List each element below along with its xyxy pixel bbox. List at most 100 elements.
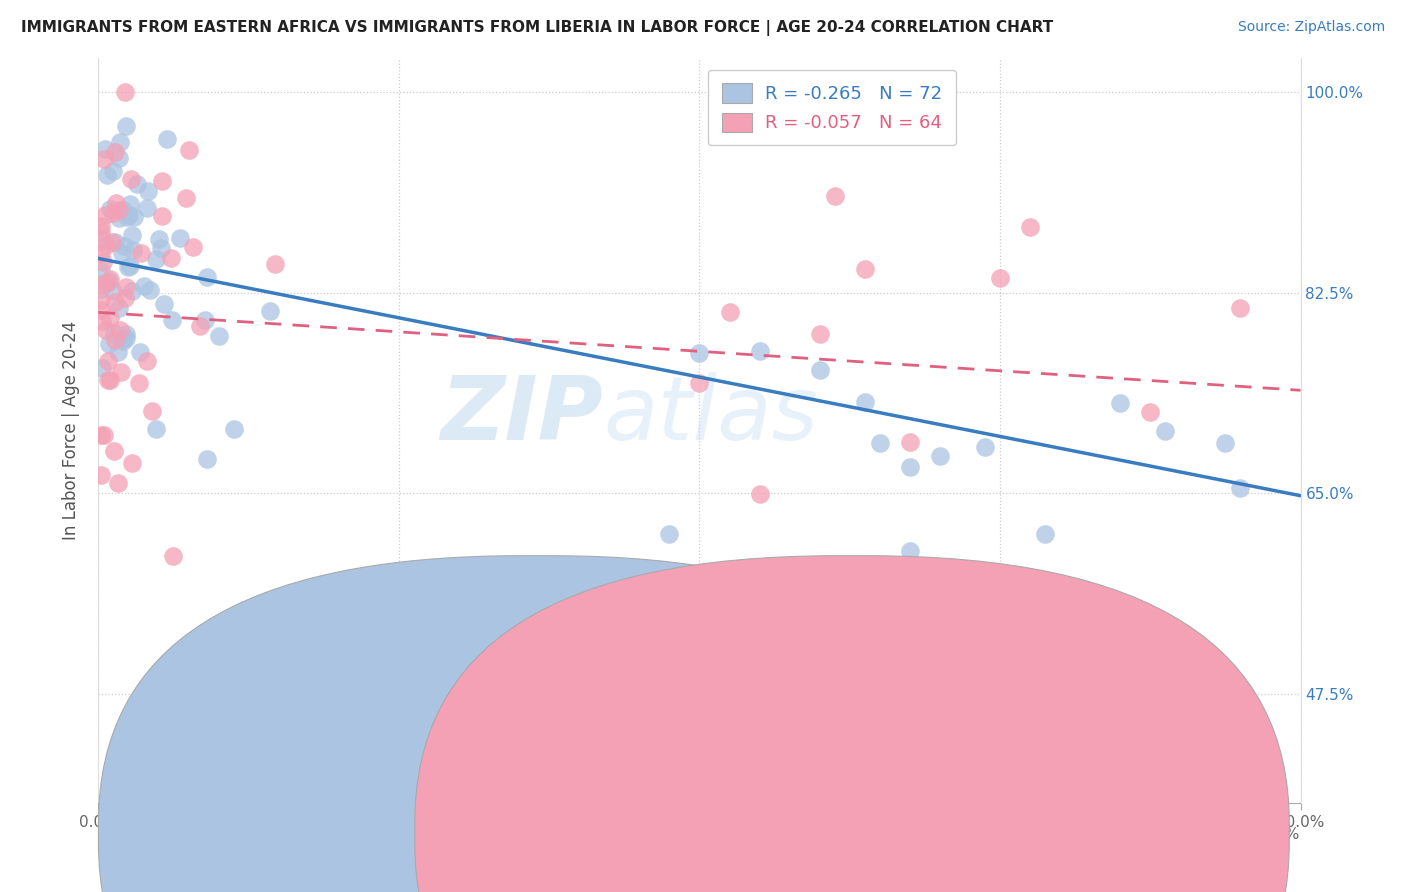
Point	[188, 319, 211, 334]
Point	[208, 328, 231, 343]
Point	[156, 132, 179, 146]
Point	[145, 252, 167, 267]
Point	[94, 142, 117, 156]
Point	[104, 295, 127, 310]
Point	[103, 444, 125, 458]
Point	[853, 395, 876, 409]
Point	[98, 202, 121, 216]
Point	[1109, 396, 1132, 410]
Point	[1019, 220, 1042, 235]
Point	[195, 452, 218, 467]
Point	[114, 86, 136, 100]
Point	[1139, 405, 1161, 419]
Point	[107, 345, 129, 359]
Point	[107, 203, 129, 218]
Point	[114, 291, 136, 305]
Point	[96, 168, 118, 182]
Point	[160, 313, 183, 327]
Point	[93, 208, 115, 222]
Point	[97, 354, 120, 368]
Point	[974, 440, 997, 454]
Point	[869, 618, 891, 632]
Point	[808, 687, 831, 701]
Text: 0.0%: 0.0%	[107, 827, 146, 841]
Text: 40.0%: 40.0%	[1251, 827, 1299, 841]
Point	[148, 232, 170, 246]
Point	[97, 372, 120, 386]
Point	[94, 323, 117, 337]
Point	[101, 164, 124, 178]
Point	[824, 189, 846, 203]
Point	[117, 260, 139, 274]
Point	[718, 612, 741, 626]
Point	[808, 362, 831, 376]
Point	[1033, 527, 1056, 541]
Point	[96, 276, 118, 290]
Point	[101, 206, 124, 220]
Point	[90, 361, 112, 376]
Point	[152, 174, 174, 188]
Point	[658, 526, 681, 541]
Point	[97, 274, 120, 288]
Point	[101, 284, 124, 298]
Point	[115, 327, 138, 342]
Point	[98, 310, 121, 325]
Point	[104, 196, 127, 211]
Point	[988, 270, 1011, 285]
Point	[108, 211, 131, 225]
Point	[101, 235, 124, 249]
Y-axis label: In Labor Force | Age 20-24: In Labor Force | Age 20-24	[62, 321, 80, 540]
Point	[91, 314, 114, 328]
Point	[128, 344, 150, 359]
Point	[108, 151, 131, 165]
Point	[141, 404, 163, 418]
Point	[929, 449, 952, 463]
Point	[90, 428, 112, 442]
Point	[181, 240, 204, 254]
Point	[160, 251, 183, 265]
Point	[90, 225, 112, 239]
Point	[1215, 435, 1237, 450]
Point	[138, 283, 160, 297]
Point	[98, 337, 121, 351]
Point	[91, 232, 114, 246]
Text: Source: ZipAtlas.com: Source: ZipAtlas.com	[1237, 20, 1385, 34]
Point	[162, 549, 184, 564]
Point	[120, 172, 142, 186]
Point	[121, 285, 143, 299]
Point	[195, 270, 218, 285]
Point	[112, 332, 135, 346]
Point	[898, 460, 921, 475]
Point	[98, 373, 121, 387]
Point	[238, 807, 260, 822]
Point	[118, 196, 141, 211]
Point	[108, 135, 131, 149]
Point	[128, 376, 150, 391]
Point	[150, 209, 173, 223]
Point	[107, 476, 129, 491]
Point	[112, 239, 135, 253]
Point	[194, 313, 217, 327]
Point	[718, 304, 741, 318]
Point	[122, 210, 145, 224]
Point	[90, 293, 112, 307]
Point	[104, 145, 127, 159]
Point	[688, 376, 710, 390]
Point	[898, 543, 921, 558]
Text: atlas: atlas	[603, 373, 818, 458]
Text: IMMIGRANTS FROM EASTERN AFRICA VS IMMIGRANTS FROM LIBERIA IN LABOR FORCE | AGE 2: IMMIGRANTS FROM EASTERN AFRICA VS IMMIGR…	[21, 20, 1053, 36]
Point	[1229, 301, 1251, 316]
Point	[145, 422, 167, 436]
Point	[104, 235, 127, 250]
Point	[131, 246, 153, 260]
Point	[748, 487, 770, 501]
Point	[115, 280, 138, 294]
Point	[90, 302, 112, 317]
Point	[808, 327, 831, 342]
Point	[174, 191, 197, 205]
Point	[93, 152, 115, 166]
Point	[688, 346, 710, 360]
Point	[125, 177, 148, 191]
Point	[121, 228, 143, 243]
Point	[108, 323, 131, 337]
